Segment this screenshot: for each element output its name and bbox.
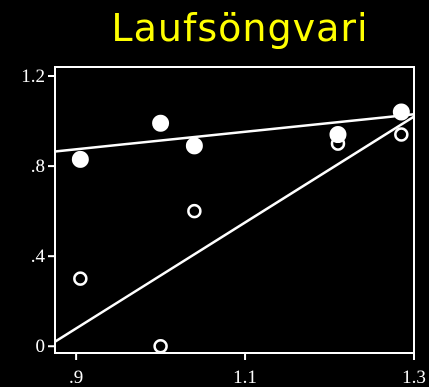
- open-point-5: [394, 127, 409, 142]
- open-point-4: [330, 136, 346, 151]
- fit-lines: [54, 113, 415, 343]
- data-points: [71, 103, 410, 354]
- open-point-1: [73, 271, 88, 286]
- x-axis-ticks: .9 1.1 1.3: [69, 353, 426, 387]
- y-tick-label: .4: [31, 246, 46, 267]
- x-tick-label: 1.3: [402, 367, 426, 387]
- y-tick-label: 1.2: [21, 66, 45, 87]
- plot-frame: [54, 66, 415, 354]
- y-axis-ticks: 0 .4 .8 1.2: [21, 66, 55, 357]
- y-tick-label: 0: [36, 336, 46, 357]
- fit-line-1: [54, 113, 415, 153]
- x-tick-label: 1.1: [233, 367, 257, 387]
- y-tick-label: .8: [31, 156, 45, 177]
- filled-point-2: [152, 114, 170, 132]
- filled-point-5: [392, 103, 410, 121]
- fit-line-2: [54, 115, 415, 343]
- filled-point-3: [185, 137, 203, 155]
- open-point-3: [187, 203, 202, 219]
- filled-point-1: [71, 150, 89, 168]
- open-point-2: [153, 338, 168, 354]
- chart-title: Laufsöngvari: [111, 6, 369, 50]
- x-tick-label: .9: [69, 367, 83, 387]
